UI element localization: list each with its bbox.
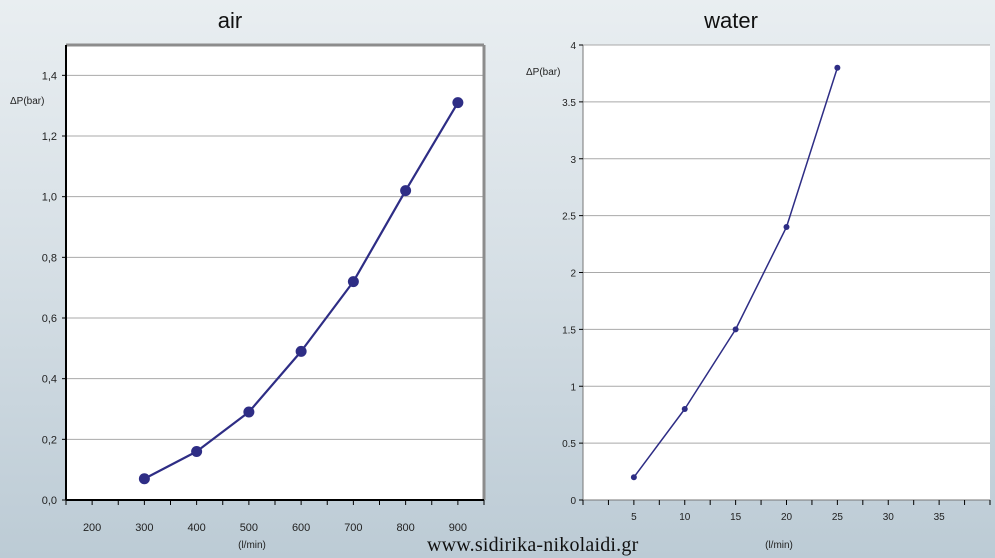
y-tick-label: 0,2 [42,434,57,446]
y-tick-label: 2.5 [562,212,576,223]
x-tick-label: 700 [344,522,362,534]
x-tick-label: 300 [135,522,153,534]
y-tick-label: 0,6 [42,313,57,325]
data-point [243,406,255,418]
x-tick-label: 500 [240,522,258,534]
watermark: www.sidirika-nikolaidi.gr [427,534,639,556]
y-axis-label: ΔP(bar) [526,67,560,78]
data-point [630,474,637,481]
y-tick-label: 0,0 [42,495,57,507]
water-chart: 0 0.5 1 1.5 2 2.5 3 3.5 4 5 10 15 20 25 30 35 water ΔP(ba… [526,8,991,551]
plot-area [66,45,484,500]
x-tick-label: 400 [187,522,205,534]
x-axis-label: (l/min) [765,540,793,551]
x-tick-label: 800 [396,522,414,534]
x-tick-label: 600 [292,522,310,534]
data-point [295,345,307,357]
x-tick-label: 5 [631,512,637,523]
y-tick-label: 0,8 [42,252,57,264]
data-point [138,473,150,485]
y-tick-label: 1 [570,382,576,393]
data-point [732,326,739,333]
data-point [400,185,412,197]
y-tick-label: 2 [570,269,576,280]
data-point [452,97,464,109]
chart-title: water [703,8,758,33]
y-tick-label: 1,2 [42,131,57,143]
data-point [834,64,841,71]
data-point [347,276,359,288]
y-tick-label: 0.5 [562,439,576,450]
y-axis-label: ΔP(bar) [10,96,44,107]
y-tick-label: 1,4 [42,70,57,82]
x-axis-label: (l/min) [238,540,266,551]
y-tick-label: 1.5 [562,325,576,336]
y-tick-label: 3 [570,155,576,166]
x-tick-label: 35 [934,512,946,523]
y-tick-label: 4 [570,41,576,52]
chart-title: air [218,8,242,33]
data-point [681,406,688,412]
data-point [783,224,790,230]
x-tick-label: 25 [832,512,844,523]
x-tick-label: 30 [883,512,895,523]
x-tick-label: 900 [449,522,467,534]
air-chart: 0,0 0,2 0,4 0,6 0,8 1,0 1,2 1,4 200 300 400 500 600 7… [10,8,486,551]
y-tick-label: 3.5 [562,98,576,109]
x-tick-label: 20 [781,512,793,523]
data-point [191,445,203,457]
y-tick-label: 1,0 [42,192,57,204]
x-tick-label: 200 [83,522,101,534]
x-tick-label: 10 [679,512,691,523]
y-tick-label: 0 [570,496,576,507]
y-tick-label: 0,4 [42,374,57,386]
x-tick-label: 15 [730,512,742,523]
